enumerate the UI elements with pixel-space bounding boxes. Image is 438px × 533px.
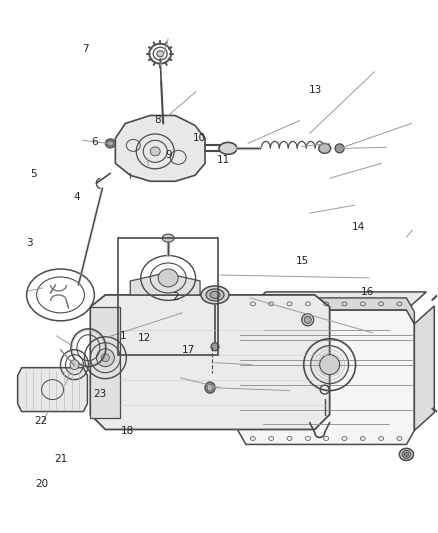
Bar: [118, 238, 218, 355]
Text: 21: 21: [54, 454, 67, 464]
Text: 14: 14: [352, 222, 365, 232]
Text: 5: 5: [30, 168, 37, 179]
Text: 10: 10: [193, 133, 206, 143]
Ellipse shape: [101, 354, 110, 362]
Text: 16: 16: [361, 287, 374, 297]
Ellipse shape: [402, 450, 411, 458]
Text: 1: 1: [120, 330, 126, 341]
Polygon shape: [130, 273, 200, 295]
Polygon shape: [246, 292, 426, 310]
Ellipse shape: [201, 286, 229, 304]
Ellipse shape: [320, 355, 339, 375]
Ellipse shape: [106, 139, 115, 148]
Text: 18: 18: [121, 426, 134, 436]
Ellipse shape: [70, 360, 79, 370]
Text: 2: 2: [172, 292, 179, 302]
Ellipse shape: [205, 382, 215, 393]
Text: 12: 12: [138, 333, 152, 343]
Polygon shape: [414, 306, 434, 431]
Text: 3: 3: [26, 238, 32, 248]
Text: 7: 7: [82, 44, 89, 54]
Text: 11: 11: [217, 155, 230, 165]
Text: 13: 13: [308, 85, 321, 95]
Ellipse shape: [211, 343, 219, 351]
Ellipse shape: [150, 147, 160, 156]
Ellipse shape: [107, 141, 113, 146]
Polygon shape: [90, 307, 120, 417]
Ellipse shape: [302, 314, 314, 326]
Polygon shape: [115, 116, 205, 181]
Ellipse shape: [335, 144, 344, 153]
Text: 6: 6: [91, 136, 98, 147]
Ellipse shape: [207, 384, 213, 391]
Text: 20: 20: [35, 479, 49, 489]
Polygon shape: [238, 298, 414, 324]
Ellipse shape: [96, 349, 114, 367]
Ellipse shape: [404, 453, 409, 456]
Text: 17: 17: [182, 345, 195, 356]
Ellipse shape: [158, 269, 178, 287]
Ellipse shape: [219, 142, 237, 155]
Polygon shape: [120, 358, 210, 387]
Ellipse shape: [162, 234, 174, 242]
Ellipse shape: [304, 317, 311, 324]
Polygon shape: [18, 368, 88, 411]
Text: 23: 23: [94, 389, 107, 399]
Text: 4: 4: [74, 192, 81, 203]
Text: 22: 22: [34, 416, 47, 425]
Ellipse shape: [206, 289, 224, 301]
Ellipse shape: [319, 143, 331, 154]
Text: 8: 8: [155, 115, 161, 125]
Text: 9: 9: [166, 150, 172, 160]
Text: 15: 15: [295, 256, 309, 266]
Polygon shape: [238, 310, 414, 445]
Ellipse shape: [157, 51, 164, 56]
Polygon shape: [90, 295, 330, 430]
Ellipse shape: [210, 292, 220, 298]
